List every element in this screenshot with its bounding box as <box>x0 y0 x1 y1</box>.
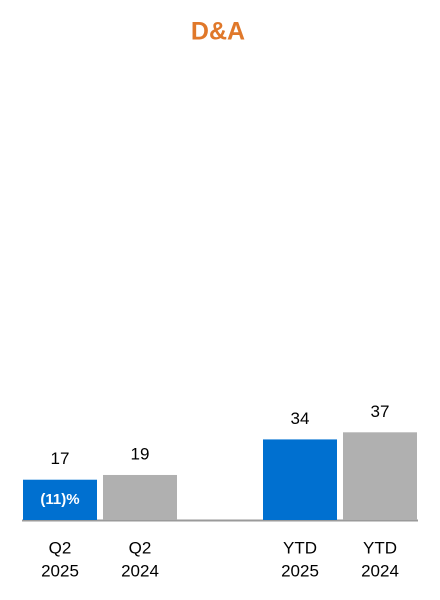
bar <box>103 474 177 520</box>
value-label: 17 <box>51 449 70 468</box>
bar-annotation: (11)% <box>40 491 79 508</box>
value-label: 37 <box>371 402 390 421</box>
x-tick-label: 2024 <box>121 561 159 580</box>
value-label: 34 <box>291 409 310 428</box>
x-tick-label: 2025 <box>41 561 79 580</box>
value-label: 19 <box>131 444 150 463</box>
x-tick-label: 2025 <box>281 561 319 580</box>
x-tick-label: YTD <box>283 538 317 557</box>
bar <box>23 479 97 520</box>
chart-title: D&A <box>191 18 245 46</box>
x-tick-label: Q2 <box>129 538 152 557</box>
x-tick-label: YTD <box>363 538 397 557</box>
x-tick-label: Q2 <box>49 538 72 557</box>
x-tick-label: 2024 <box>361 561 399 580</box>
bar <box>343 432 417 520</box>
bar <box>263 439 337 520</box>
